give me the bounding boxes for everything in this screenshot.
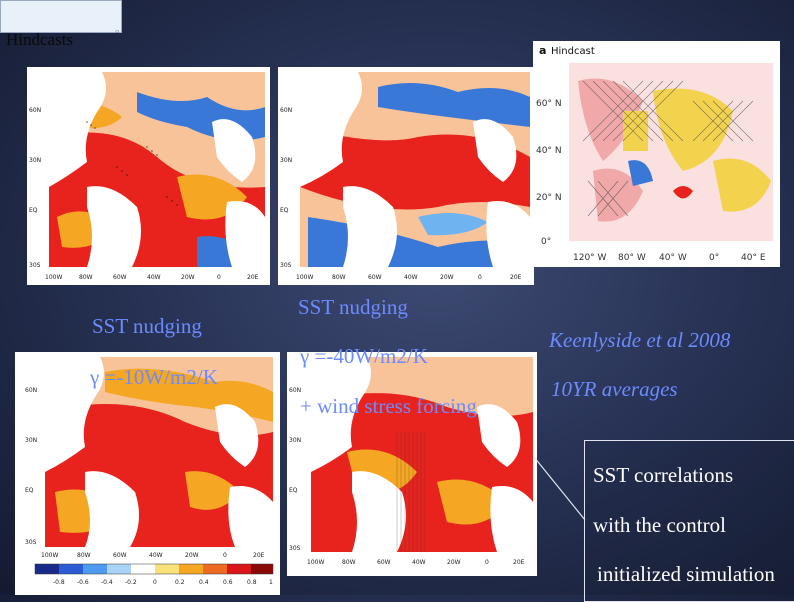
- callout-pointer: [533, 456, 586, 521]
- caption-right-line3: + wind stress forcing: [300, 394, 477, 418]
- tl-lat-2: EQ: [29, 207, 38, 214]
- tl-lat-0: 60N: [29, 107, 41, 114]
- cb-tick-4: 0: [153, 579, 157, 586]
- title-mark: °: [115, 28, 120, 40]
- cb-tick-3: -0.2: [125, 579, 137, 586]
- map-top-left: 60N 30N EQ 30S 100W 80W 60W 40W 20W 0 20…: [27, 67, 270, 285]
- br-lat-0: 60N: [289, 387, 301, 394]
- averages-text: 10YR averages: [551, 377, 678, 401]
- br-lat-3: 30S: [289, 545, 301, 552]
- tr-lat-2: EQ: [280, 207, 289, 214]
- br-lon-2: 60W: [377, 559, 391, 566]
- tl-lon-5: 0: [217, 274, 221, 281]
- callout-line3: initialized simulation: [597, 562, 775, 586]
- tr-lat-1: 30N: [280, 157, 292, 164]
- tr-lon-1: 80W: [332, 274, 346, 281]
- br-lat-2: EQ: [289, 487, 298, 494]
- hc-lon-1: 80° W: [618, 253, 646, 263]
- map-bottom-right: 60N 30N EQ 30S 100W 80W 60W 40W 20W 0 20…: [287, 352, 537, 576]
- bl-lon-5: 0: [223, 552, 227, 559]
- map-top-right: 60N 30N EQ 30S 100W 80W 60W 40W 20W 0 20…: [278, 67, 534, 285]
- title-box: [0, 0, 122, 33]
- colorbar: [34, 563, 274, 575]
- slide-title: Hindcasts: [6, 30, 74, 49]
- callout-line1: SST correlations: [593, 463, 734, 487]
- hc-lon-0: 120° W: [573, 253, 607, 263]
- map-bottom-left: 60N 30N EQ 30S 100W 80W 60W 40W 20W 0 20…: [15, 352, 280, 595]
- cb-tick-9: 1: [269, 579, 273, 586]
- hindcast-panel-label: a: [539, 44, 546, 57]
- tl-lat-1: 30N: [29, 157, 41, 164]
- br-lon-4: 20W: [447, 559, 461, 566]
- cb-tick-5: 0.2: [175, 579, 185, 586]
- callout-line2: with the control: [593, 513, 726, 537]
- tr-lon-2: 60W: [368, 274, 382, 281]
- caption-left-line1: SST nudging: [92, 314, 202, 338]
- bl-lon-0: 100W: [41, 552, 58, 559]
- bl-lat-0: 60N: [25, 387, 37, 394]
- br-lon-3: 40W: [412, 559, 426, 566]
- tr-lat-3: 30S: [280, 262, 292, 269]
- bl-lon-3: 40W: [149, 552, 163, 559]
- hc-lat-0: 60° N: [536, 99, 562, 109]
- cb-tick-0: -0.8: [53, 579, 65, 586]
- hc-lat-3: 0°: [541, 237, 551, 247]
- cb-tick-7: 0.6: [223, 579, 233, 586]
- bl-lon-2: 60W: [113, 552, 127, 559]
- bl-lon-6: 20E: [253, 552, 265, 559]
- bl-lon-4: 20W: [185, 552, 199, 559]
- tl-lon-0: 100W: [45, 274, 62, 281]
- caption-left-line2: γ =-10W/m2/K: [90, 365, 218, 389]
- hc-lat-1: 40° N: [536, 146, 562, 156]
- tl-lon-6: 20E: [247, 274, 259, 281]
- tr-lon-3: 40W: [404, 274, 418, 281]
- hindcast-title: Hindcast: [551, 46, 595, 57]
- br-lon-0: 100W: [307, 559, 324, 566]
- cb-tick-6: 0.4: [199, 579, 209, 586]
- tr-lat-0: 60N: [280, 107, 292, 114]
- cb-tick-1: -0.6: [77, 579, 89, 586]
- br-lon-5: 0: [485, 559, 489, 566]
- br-lon-1: 80W: [342, 559, 356, 566]
- br-lon-6: 20E: [513, 559, 525, 566]
- tl-lon-1: 80W: [79, 274, 93, 281]
- reference-text: Keenlyside et al 2008: [549, 328, 731, 352]
- map-hindcast: a Hindcast 60° N 40° N 20° N 0° 120° W 8…: [533, 41, 780, 267]
- caption-right-line2: γ =-40W/m2/K: [300, 344, 428, 368]
- bl-lat-1: 30N: [25, 437, 37, 444]
- tl-lon-3: 40W: [147, 274, 161, 281]
- tl-lon-4: 20W: [181, 274, 195, 281]
- bl-lat-2: EQ: [25, 487, 34, 494]
- hc-lon-3: 0°: [709, 253, 719, 263]
- hc-lon-2: 40° W: [659, 253, 687, 263]
- cb-tick-2: -0.4: [101, 579, 113, 586]
- tr-lon-0: 100W: [296, 274, 313, 281]
- tr-lon-6: 20E: [510, 274, 522, 281]
- tr-lon-4: 20W: [440, 274, 454, 281]
- hc-lon-4: 40° E: [741, 253, 766, 263]
- cb-tick-8: 0.8: [247, 579, 257, 586]
- tr-lon-5: 0: [478, 274, 482, 281]
- bl-lon-1: 80W: [77, 552, 91, 559]
- bl-lat-3: 30S: [25, 539, 37, 546]
- br-lat-1: 30N: [289, 437, 301, 444]
- hc-lat-2: 20° N: [536, 193, 562, 203]
- tl-lon-2: 60W: [113, 274, 127, 281]
- caption-right-line1: SST nudging: [298, 295, 408, 319]
- callout-box: SST correlations with the control initia…: [584, 440, 794, 602]
- tl-lat-3: 30S: [29, 262, 41, 269]
